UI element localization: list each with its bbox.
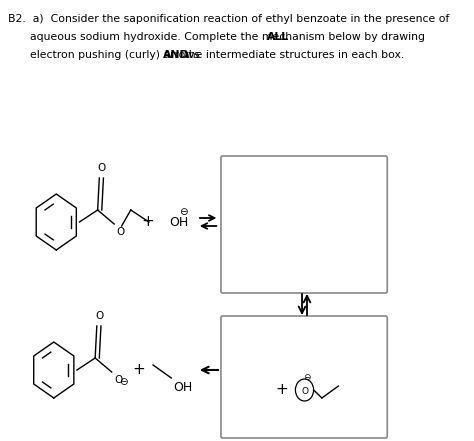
- Text: B2.  a)  Consider the saponification reaction of ethyl benzoate in the presence : B2. a) Consider the saponification react…: [8, 14, 450, 24]
- Text: O: O: [98, 163, 106, 173]
- Text: +: +: [133, 363, 146, 377]
- Text: ALL: ALL: [267, 32, 290, 42]
- Text: ⊖: ⊖: [179, 207, 188, 217]
- Text: electron pushing (curly) arrows: electron pushing (curly) arrows: [30, 50, 203, 60]
- Text: OH: OH: [173, 381, 192, 394]
- Text: +: +: [275, 382, 288, 397]
- FancyBboxPatch shape: [221, 156, 387, 293]
- Text: O: O: [114, 375, 122, 385]
- Text: O: O: [117, 227, 125, 237]
- Text: the intermediate structures in each box.: the intermediate structures in each box.: [181, 50, 404, 60]
- Text: +: +: [141, 214, 154, 229]
- Text: aqueous sodium hydroxide. Complete the mechanism below by drawing: aqueous sodium hydroxide. Complete the m…: [30, 32, 428, 42]
- FancyBboxPatch shape: [221, 316, 387, 438]
- Text: ⊖: ⊖: [303, 374, 311, 382]
- Text: OH: OH: [169, 216, 188, 228]
- Text: AND: AND: [163, 50, 190, 60]
- Text: O: O: [95, 311, 103, 321]
- Text: O: O: [301, 386, 308, 396]
- Text: ⊖: ⊖: [119, 377, 128, 387]
